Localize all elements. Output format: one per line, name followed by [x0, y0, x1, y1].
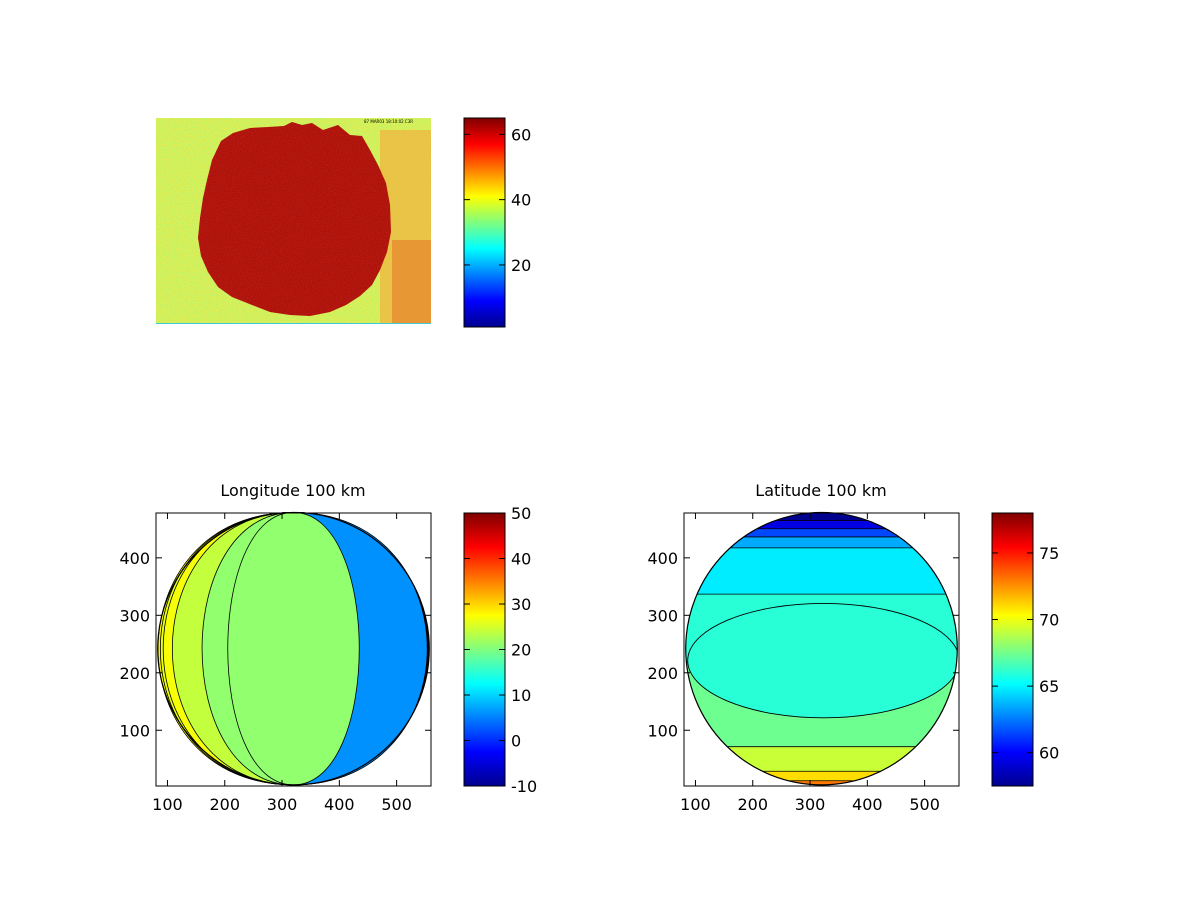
image-stamp: 87 MAR03 18:10:02 C3R: [364, 119, 413, 124]
colorbar-2: -10 0 10 20 30 40 50: [463, 504, 537, 796]
colorbar-tick-label: 10: [511, 686, 531, 705]
x-tick-label: 100: [152, 795, 183, 814]
longitude-center-band: [227, 512, 360, 786]
colorbar-3: 60 65 70 75: [991, 512, 1059, 787]
x-tick-label: 400: [324, 795, 355, 814]
y-tick-label: 300: [119, 606, 150, 625]
colorbar-tick-label: 70: [1039, 611, 1059, 630]
x-tick-label: 100: [680, 795, 711, 814]
longitude-axis-ticks: 100 200 300 400 500 100 200 300 400: [119, 513, 431, 814]
colorbar-3-ticks: 60 65 70 75: [992, 544, 1059, 763]
x-tick-label: 200: [737, 795, 768, 814]
x-tick-label: 200: [209, 795, 240, 814]
latitude-panel: Latitude 100 km 100 200 300 400 500 100 200 300…: [647, 481, 960, 814]
y-tick-label: 300: [647, 606, 678, 625]
colorbar-tick-label: -10: [511, 777, 537, 796]
colorbar-2-ticks: -10 0 10 20 30 40 50: [464, 504, 537, 796]
colorbar-tick-label: 40: [511, 550, 531, 569]
latitude-title: Latitude 100 km: [755, 481, 886, 500]
x-tick-label: 500: [381, 795, 412, 814]
x-tick-label: 500: [909, 795, 940, 814]
colorbar-tick-label: 75: [1039, 544, 1059, 563]
y-tick-label: 200: [119, 664, 150, 683]
colorbar-tick-label: 0: [511, 732, 521, 751]
y-tick-label: 400: [647, 549, 678, 568]
colorbar-tick-label: 40: [511, 191, 531, 210]
colorbar-tick-label: 65: [1039, 677, 1059, 696]
colorbar-tick-label: 60: [1039, 744, 1059, 763]
latitude-center-band: [687, 602, 958, 719]
x-tick-label: 300: [795, 795, 826, 814]
colorbar-tick-label: 30: [511, 595, 531, 614]
y-tick-label: 200: [647, 664, 678, 683]
colorbar-tick-label: 20: [511, 256, 531, 275]
colorbar-tick-label: 50: [511, 504, 531, 523]
latitude-axis-ticks: 100 200 300 400 500 100 200 300 400: [647, 513, 959, 814]
colorbar-1: 20 40 60: [463, 117, 531, 328]
disc-outline: [157, 511, 430, 786]
image-panel: 87 MAR03 18:10:02 C3R: [156, 118, 431, 324]
disc-outline: [685, 511, 958, 786]
longitude-contour-lines: [157, 511, 430, 786]
y-tick-label: 400: [119, 549, 150, 568]
latitude-contour-lines: [685, 511, 958, 786]
longitude-title: Longitude 100 km: [220, 481, 365, 500]
x-tick-label: 300: [267, 795, 298, 814]
y-tick-label: 100: [647, 721, 678, 740]
y-tick-label: 100: [119, 721, 150, 740]
longitude-panel: Longitude 100 km 100 200 300 400 500 100 200 30…: [119, 481, 432, 814]
x-tick-label: 400: [852, 795, 883, 814]
colorbar-1-ticks: 20 40 60: [464, 125, 531, 275]
colorbar-tick-label: 60: [511, 125, 531, 144]
colorbar-tick-label: 20: [511, 641, 531, 660]
